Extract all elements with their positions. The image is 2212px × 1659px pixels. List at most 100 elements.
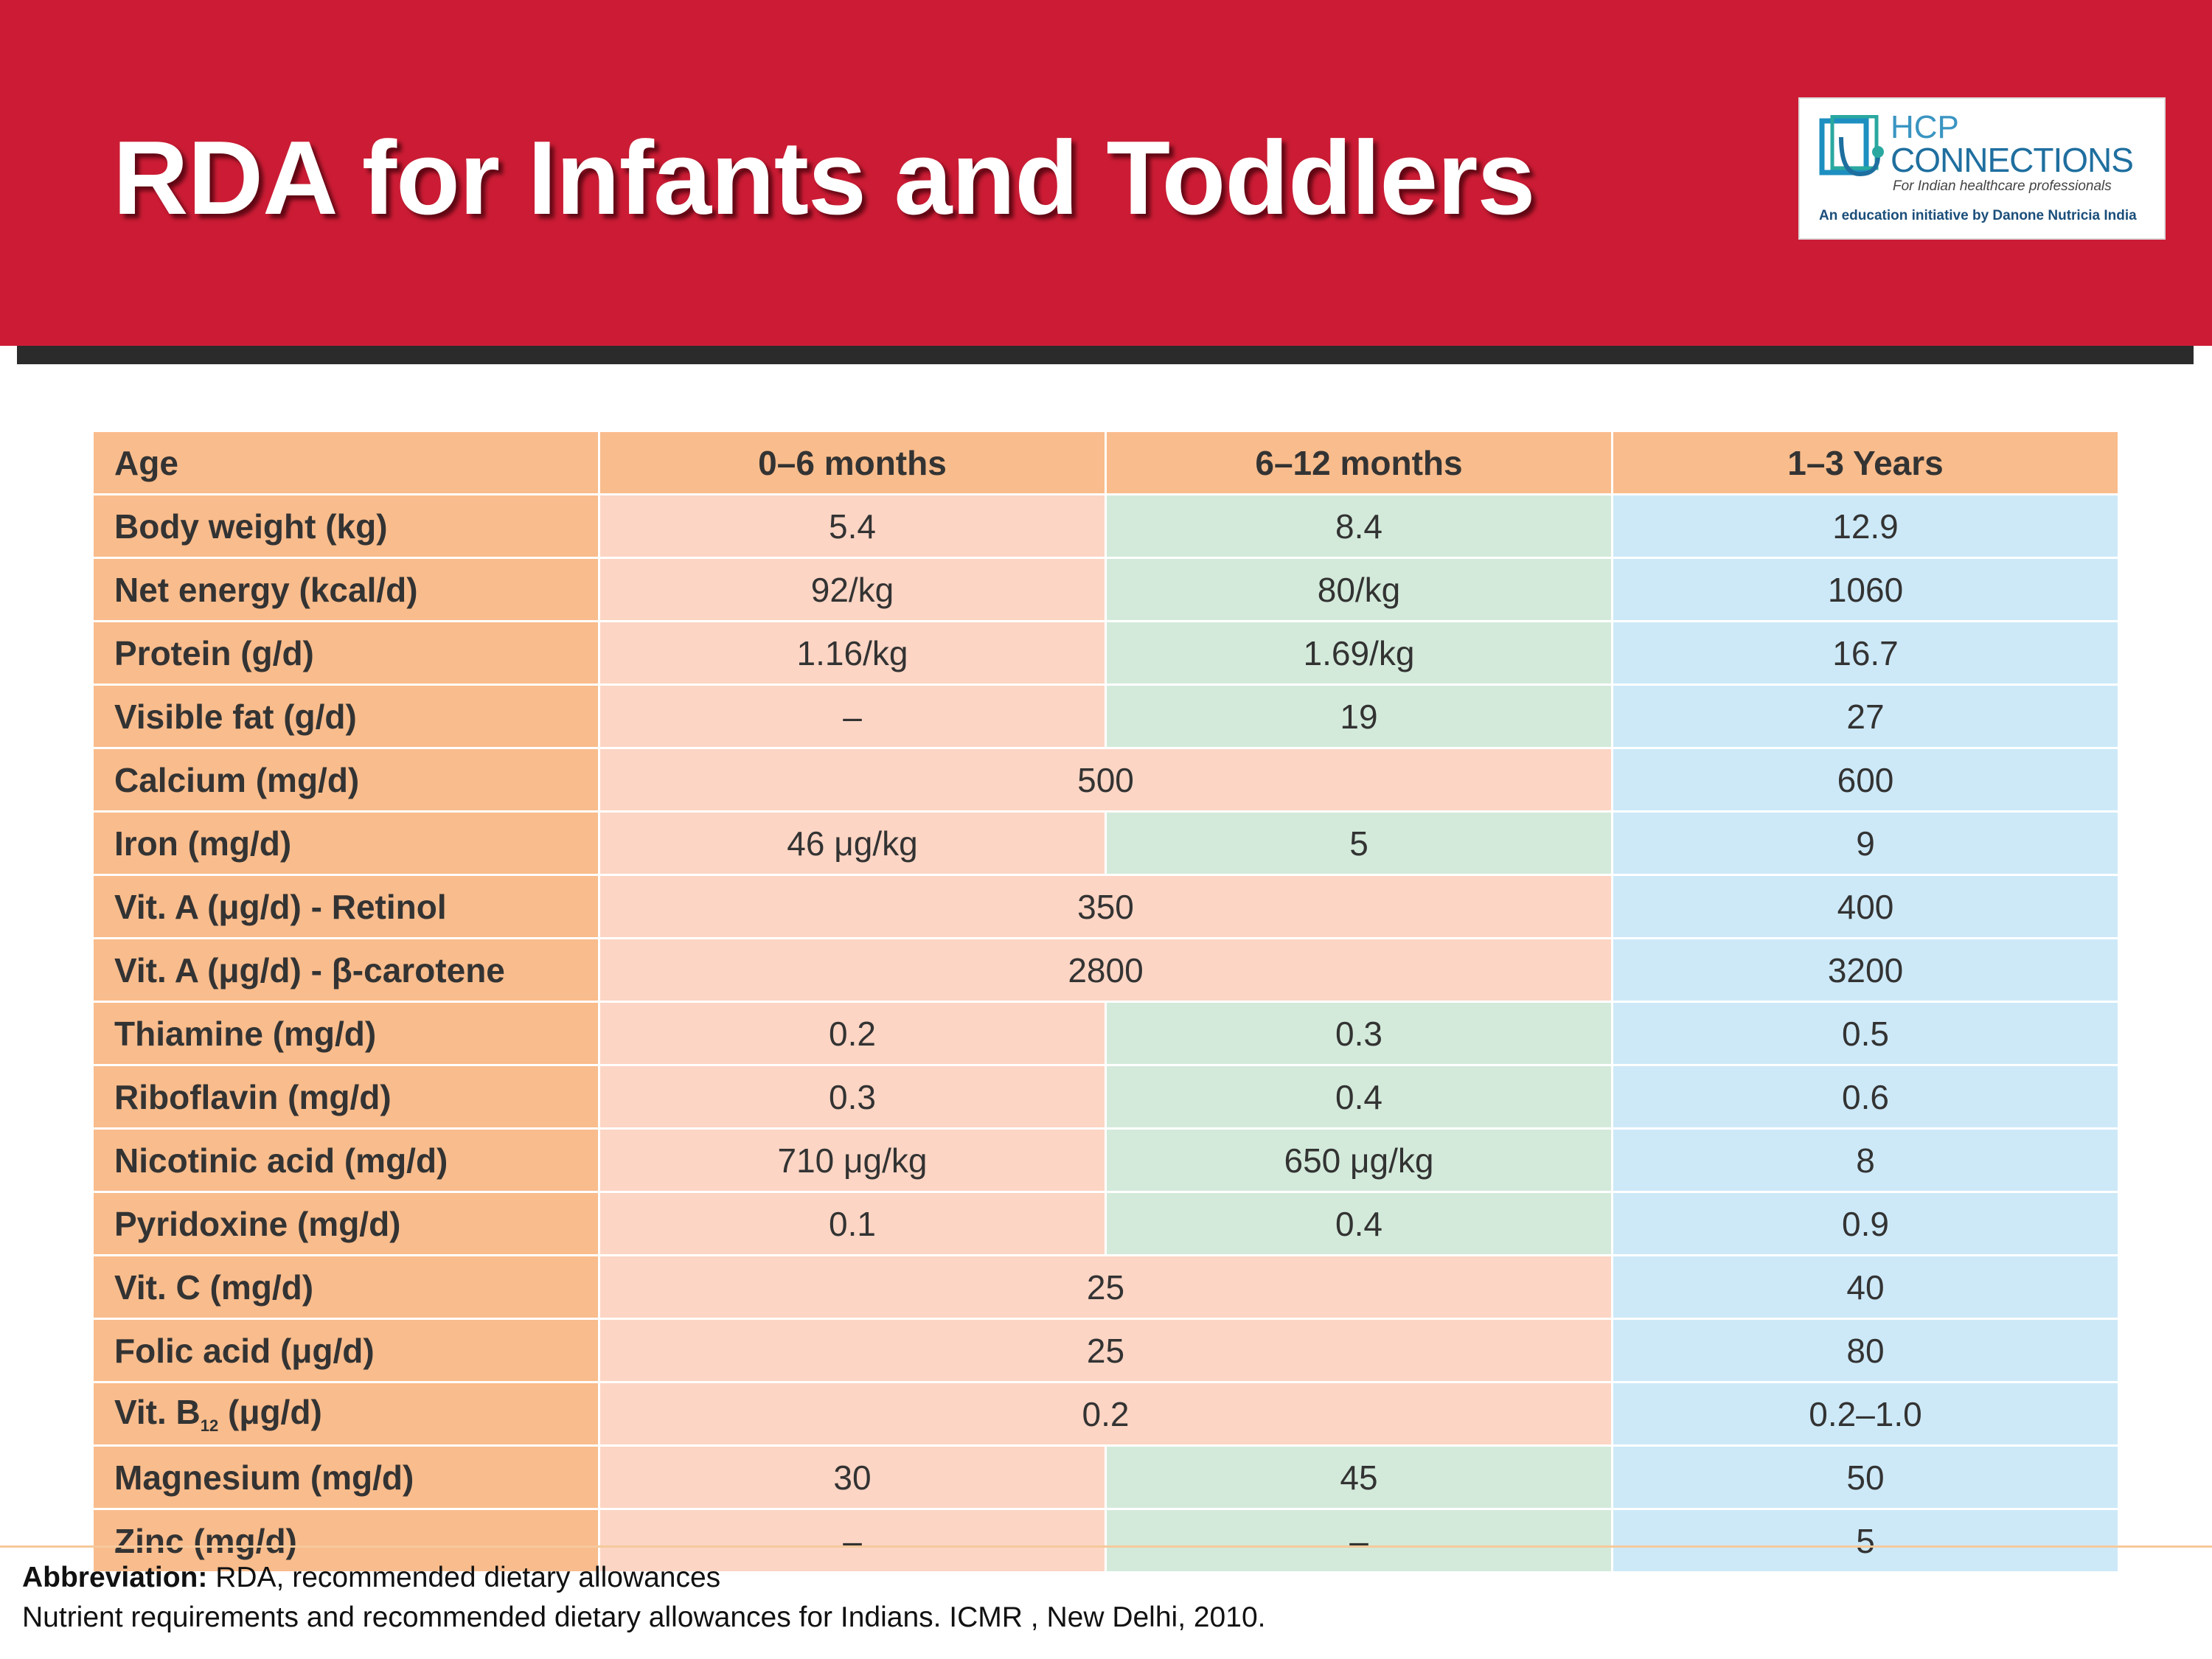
table-row: Protein (g/d) 1.16/kg 1.69/kg 16.7 — [91, 620, 2120, 686]
logo-tagline: For Indian healthcare professionals — [1893, 178, 2112, 194]
row-label: Net energy (kcal/d) — [91, 557, 600, 622]
table-cell: 0.4 — [1105, 1064, 1613, 1130]
row-label: Magnesium (mg/d) — [91, 1444, 600, 1510]
table-cell: 0.3 — [1105, 1001, 1613, 1066]
column-header: 6–12 months — [1105, 430, 1613, 495]
row-label: Vit. A (μg/d) - Retinol — [91, 874, 600, 939]
table-cell: 45 — [1105, 1444, 1613, 1510]
table-row: Vit. A (μg/d) - Retinol 350 400 — [91, 874, 2120, 939]
table-cell: 400 — [1611, 874, 2120, 939]
row-label: Calcium (mg/d) — [91, 747, 600, 813]
table-cell: 0.4 — [1105, 1191, 1613, 1256]
row-label: Vit. B12 (μg/d) — [91, 1381, 600, 1447]
table-row: Calcium (mg/d) 500 600 — [91, 747, 2120, 813]
table-cell: 8 — [1611, 1127, 2120, 1193]
row-label: Thiamine (mg/d) — [91, 1001, 600, 1066]
column-header: 0–6 months — [598, 430, 1107, 495]
row-label: Protein (g/d) — [91, 620, 600, 686]
table-row: Iron (mg/d) 46 μg/kg 5 9 — [91, 810, 2120, 876]
table-row: Vit. B12 (μg/d) 0.2 0.2–1.0 — [91, 1381, 2120, 1447]
table-row: Thiamine (mg/d) 0.2 0.3 0.5 — [91, 1001, 2120, 1066]
label-part: Vit. B — [114, 1392, 201, 1431]
table-cell: 5 — [1105, 810, 1613, 876]
table-cell: 27 — [1611, 684, 2120, 749]
table-cell: – — [1105, 1508, 1613, 1573]
header-bar — [17, 346, 2194, 364]
table-cell: 92/kg — [598, 557, 1107, 622]
table-row: Folic acid (μg/d) 25 80 — [91, 1318, 2120, 1383]
row-label: Iron (mg/d) — [91, 810, 600, 876]
table-cell: 25 — [598, 1254, 1613, 1320]
footnote-label: Abbreviation: — [22, 1562, 208, 1593]
column-header: Age — [91, 430, 600, 495]
row-label: Vit. A (μg/d) - β-carotene — [91, 937, 600, 1003]
column-header: 1–3 Years — [1611, 430, 2120, 495]
table-row: Zinc (mg/d) – –5 — [91, 1508, 2120, 1573]
row-label: Pyridoxine (mg/d) — [91, 1191, 600, 1256]
row-label: Zinc (mg/d) — [91, 1508, 600, 1573]
table-cell: 710 μg/kg — [598, 1127, 1107, 1193]
table-cell: 80/kg — [1105, 557, 1613, 622]
footnote-text: RDA, recommended dietary allowances — [215, 1562, 721, 1593]
table-row: Net energy (kcal/d) 92/kg 80/kg 1060 — [91, 557, 2120, 622]
table-cell: 1.69/kg — [1105, 620, 1613, 686]
row-label: Body weight (kg) — [91, 493, 600, 559]
label-part: (μg/d) — [218, 1392, 322, 1431]
table-cell: 0.5 — [1611, 1001, 2120, 1066]
table-cell: 40 — [1611, 1254, 2120, 1320]
row-label: Visible fat (g/d) — [91, 684, 600, 749]
table-cell: 0.1 — [598, 1191, 1107, 1256]
row-label: Vit. C (mg/d) — [91, 1254, 600, 1320]
table-cell: 12.9 — [1611, 493, 2120, 559]
table-cell: 1060 — [1611, 557, 2120, 622]
row-label: Riboflavin (mg/d) — [91, 1064, 600, 1130]
logo: HCP CONNECTIONS For Indian healthcare pr… — [1798, 97, 2166, 240]
slide-title: RDA for Infants and Toddlers — [113, 119, 1535, 237]
footnote: Abbreviation: RDA, recommended dietary a… — [22, 1562, 720, 1594]
table-cell: 600 — [1611, 747, 2120, 813]
logo-initiative: An education initiative by Danone Nutric… — [1819, 208, 2137, 223]
table-row: Vit. C (mg/d) 25 40 — [91, 1254, 2120, 1320]
table-cell: 1.16/kg — [598, 620, 1107, 686]
table-cell: 5 — [1611, 1508, 2120, 1573]
table-cell: 50 — [1611, 1444, 2120, 1510]
table-row: Nicotinic acid (mg/d) 710 μg/kg 650 μg/kg 8 — [91, 1127, 2120, 1193]
table-cell: 500 — [598, 747, 1613, 813]
table-cell: 19 — [1105, 684, 1613, 749]
table-cell: 46 μg/kg — [598, 810, 1107, 876]
table-cell: 0.2 — [598, 1381, 1613, 1447]
source-note: Nutrient requirements and recommended di… — [22, 1601, 1266, 1633]
table-row: Riboflavin (mg/d) 0.3 0.4 0.6 — [91, 1064, 2120, 1130]
row-label: Folic acid (μg/d) — [91, 1318, 600, 1383]
table-cell: 0.2 — [598, 1001, 1107, 1066]
logo-text: HCP — [1891, 109, 1959, 145]
table-cell: 0.9 — [1611, 1191, 2120, 1256]
table-row: Pyridoxine (mg/d) 0.1 0.4 0.9 — [91, 1191, 2120, 1256]
table-cell: 5.4 — [598, 493, 1107, 559]
table-cell: 0.3 — [598, 1064, 1107, 1130]
table-cell: 3200 — [1611, 937, 2120, 1003]
table-cell: 650 μg/kg — [1105, 1127, 1613, 1193]
table-cell: – — [598, 1508, 1107, 1573]
row-label: Nicotinic acid (mg/d) — [91, 1127, 600, 1193]
table-cell: 0.2–1.0 — [1611, 1381, 2120, 1447]
table-cell: 16.7 — [1611, 620, 2120, 686]
table-cell: 8.4 — [1105, 493, 1613, 559]
table-cell: 0.6 — [1611, 1064, 2120, 1130]
table-cell: 350 — [598, 874, 1613, 939]
rda-table: Age 0–6 months 6–12 months 1–3 Years Body we… — [91, 430, 2120, 1573]
table-row: Body weight (kg) 5.4 8.4 12.9 — [91, 493, 2120, 559]
table-cell: 2800 — [598, 937, 1613, 1003]
header-row: Age 0–6 months 6–12 months 1–3 Years — [91, 430, 2120, 495]
logo-icon — [1819, 115, 1884, 177]
table-cell: 25 — [598, 1318, 1613, 1383]
logo-text: CONNECTIONS — [1891, 141, 2134, 179]
footer-rule — [0, 1545, 2212, 1548]
label-part: 12 — [200, 1416, 219, 1436]
table-row: Visible fat (g/d) –19 27 — [91, 684, 2120, 749]
table-row: Magnesium (mg/d) 30 45 50 — [91, 1444, 2120, 1510]
table-cell: – — [598, 684, 1107, 749]
table-row: Vit. A (μg/d) - β-carotene 2800 3200 — [91, 937, 2120, 1003]
